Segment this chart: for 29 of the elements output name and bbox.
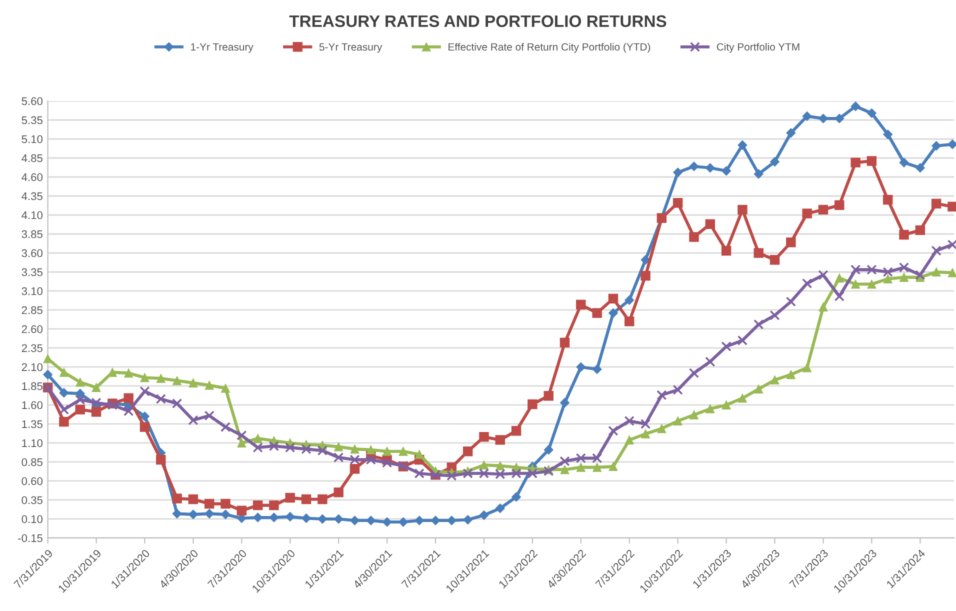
chart-title: TREASURY RATES AND PORTFOLIO RETURNS <box>289 15 666 28</box>
y-tick-label: 0.85 <box>22 458 42 466</box>
y-tick-label: 0.35 <box>22 496 42 504</box>
y-tick-label: 5.35 <box>22 116 42 124</box>
y-tick-label: 4.85 <box>22 154 42 162</box>
y-tick-label: 0.60 <box>22 477 43 486</box>
legend-label: 1-Yr Treasury <box>191 43 254 53</box>
legend-label: Effective Rate of Return City Portfolio (YTD) <box>448 42 650 53</box>
y-tick-label: 0.10 <box>22 515 43 524</box>
y-tick-label: 3.10 <box>22 287 43 296</box>
y-tick-label: 1.35 <box>22 420 42 428</box>
y-tick-label: 4.10 <box>22 211 43 220</box>
y-tick-label: 3.85 <box>22 230 42 238</box>
y-tick-label: 2.10 <box>22 363 43 372</box>
y-tick-label: 3.60 <box>22 249 43 258</box>
y-tick-label: 2.85 <box>22 306 42 314</box>
y-tick-label: 5.10 <box>22 135 43 144</box>
y-tick-label: -0.15 <box>18 534 42 542</box>
y-tick-label: 5.60 <box>22 97 43 106</box>
y-tick-label: 1.60 <box>22 401 43 410</box>
y-tick-label: 2.35 <box>22 344 42 352</box>
legend-label: 5-Yr Treasury <box>319 43 382 53</box>
y-tick-label: 3.35 <box>22 268 42 276</box>
y-tick-label: 4.60 <box>22 173 43 182</box>
y-tick-label: 2.60 <box>22 325 43 334</box>
legend-label: City Portfolio YTM <box>716 42 800 53</box>
y-tick-label: 1.85 <box>22 382 42 390</box>
y-tick-label: 1.10 <box>22 439 43 448</box>
y-tick-label: 4.35 <box>22 192 42 200</box>
